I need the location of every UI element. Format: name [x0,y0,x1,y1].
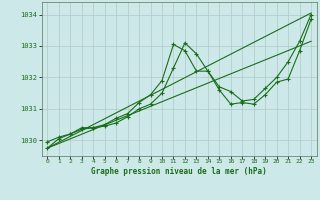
X-axis label: Graphe pression niveau de la mer (hPa): Graphe pression niveau de la mer (hPa) [91,167,267,176]
